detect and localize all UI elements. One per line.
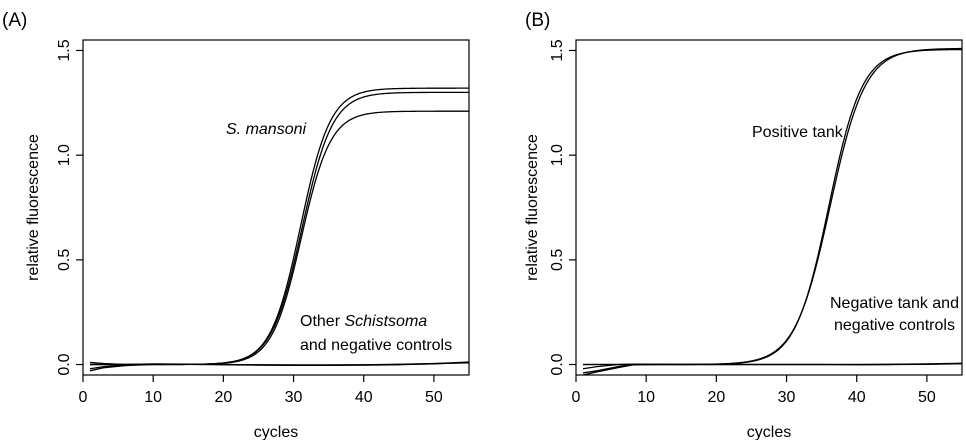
annotation-text: Other Schistsoma [300, 313, 427, 330]
x-tick-label: 0 [79, 389, 88, 406]
x-tick-label: 40 [355, 389, 373, 406]
plot-frame [82, 39, 470, 376]
x-tick-label: 0 [572, 389, 581, 406]
annotation-text: Negative tank and [830, 295, 959, 312]
y-tick-label: 0.5 [549, 249, 566, 271]
annotation-text: Positive tank [752, 124, 844, 141]
y-axis-label: relative fluorescence [524, 134, 541, 281]
x-tick-label: 50 [918, 389, 936, 406]
x-tick-label: 40 [848, 389, 866, 406]
x-tick-label: 30 [778, 389, 796, 406]
y-tick-label: 1.0 [549, 144, 566, 166]
y-axis-label: relative fluorescence [25, 134, 42, 281]
plot-frame [575, 39, 963, 376]
x-tick-label: 20 [214, 389, 232, 406]
panel-label: (B) [525, 10, 550, 31]
annotation-text: and negative controls [300, 337, 452, 354]
annotation-text-part: Other [300, 313, 344, 330]
annotation-text: negative controls [834, 317, 955, 334]
y-tick-label: 0.5 [56, 249, 73, 271]
y-tick-label: 1.0 [56, 144, 73, 166]
chart-panel-1: (A) 0 10 20 30 40 50 0.0 0.5 1.0 1.5 cycles relative… [2, 10, 470, 440]
annotation-text: S. mansoni [226, 121, 306, 138]
series-line-5 [582, 363, 963, 376]
x-axis-label: cycles [747, 424, 791, 440]
x-tick-label: 30 [285, 389, 303, 406]
x-tick-label: 10 [637, 389, 655, 406]
y-tick-label: 1.5 [56, 39, 73, 61]
x-tick-label: 10 [144, 389, 162, 406]
x-tick-label: 50 [425, 389, 443, 406]
chart-panel-2: (B) 0 10 20 30 40 50 0.0 0.5 1.0 1.5 cycles relative… [524, 10, 963, 440]
y-tick-label: 0.0 [549, 353, 566, 375]
annotation-text-part: Schistsoma [344, 313, 427, 330]
panel-label: (A) [2, 10, 27, 31]
series-line-6 [89, 362, 470, 372]
x-tick-label: 20 [707, 389, 725, 406]
x-axis-label: cycles [254, 424, 298, 440]
y-tick-label: 0.0 [56, 353, 73, 375]
y-tick-label: 1.5 [549, 39, 566, 61]
